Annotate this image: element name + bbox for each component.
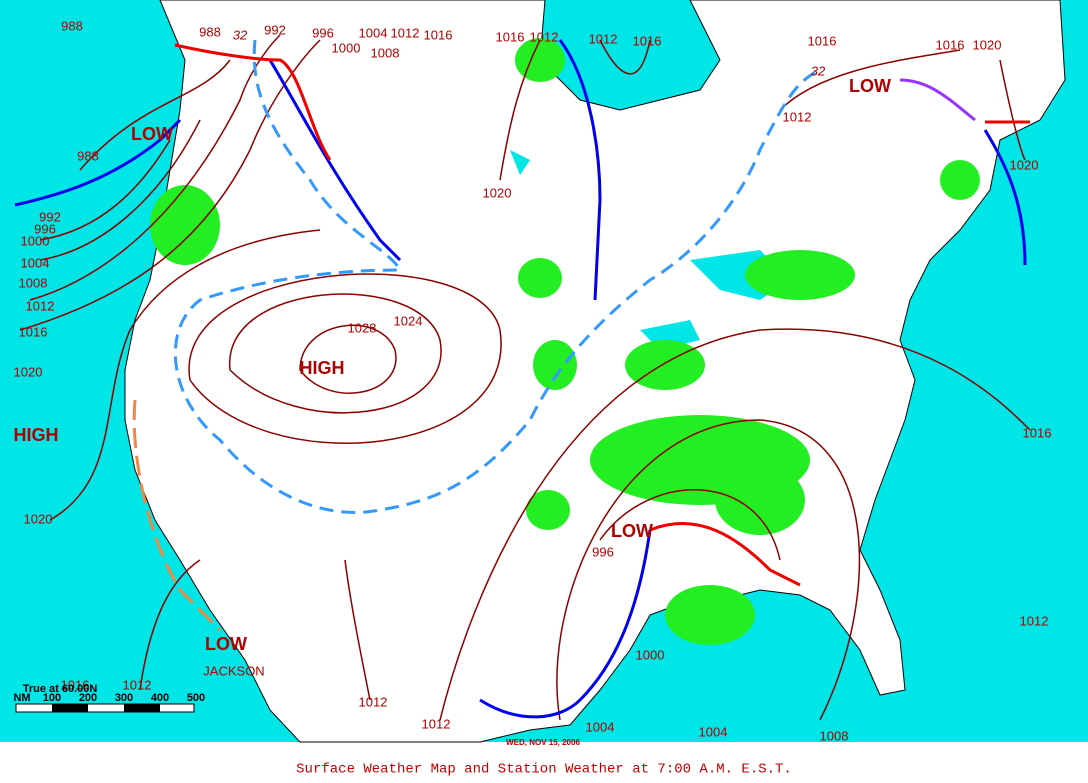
isobar-label: 1004 <box>699 724 728 739</box>
precip-areas <box>150 38 980 645</box>
scale-title: True at 60.00N <box>23 683 98 695</box>
isobar-label: 996 <box>592 544 614 559</box>
isobar-label: 996 <box>34 221 56 236</box>
pressure-center: HIGH <box>14 425 59 445</box>
isobar-label: 1004 <box>359 25 388 40</box>
scale-unit: NM <box>13 692 30 704</box>
isobar-label: 1020 <box>24 511 53 526</box>
isobar-label: 1016 <box>496 29 525 44</box>
isobar-label: 996 <box>312 25 334 40</box>
isobar-label: 1020 <box>14 364 43 379</box>
place-label: JACKSON <box>203 663 264 678</box>
isobar-label: 1004 <box>21 255 50 270</box>
scale-tick: 100 <box>43 692 61 704</box>
isobar-label: 1012 <box>783 109 812 124</box>
isobar-label: 1028 <box>348 320 377 335</box>
isobar-label: 1012 <box>391 25 420 40</box>
isobar-label: 1008 <box>371 45 400 60</box>
temperature-label: 32 <box>233 27 248 42</box>
map-date: WED, NOV 15, 2006 <box>506 738 580 747</box>
pressure-center: HIGH <box>300 358 345 378</box>
pressure-center: LOW <box>205 634 247 654</box>
isobar-label: 1012 <box>530 29 559 44</box>
pressure-center: LOW <box>849 76 891 96</box>
land <box>124 0 1066 743</box>
isobar-label: 992 <box>264 22 286 37</box>
isobar-label: 988 <box>61 18 83 33</box>
isobar-label: 988 <box>199 24 221 39</box>
fronts <box>14 39 1030 719</box>
isobar-label: 1020 <box>1010 157 1039 172</box>
isobar-label: 1004 <box>586 719 615 734</box>
map-title: Surface Weather Map and Station Weather … <box>296 762 792 778</box>
isobar-label: 1016 <box>936 37 965 52</box>
isobar-label: 1016 <box>19 324 48 339</box>
isobar-label: 1016 <box>633 33 662 48</box>
scale-tick: 300 <box>115 692 133 704</box>
freezing-line <box>173 39 821 514</box>
isobar-label: 1012 <box>422 716 451 731</box>
isobar-label: 1020 <box>483 185 512 200</box>
isobar-label: 1012 <box>359 694 388 709</box>
pressure-center: LOW <box>611 521 653 541</box>
isobar-label: 1000 <box>636 647 665 662</box>
isobar-label: 1008 <box>19 275 48 290</box>
isobar-label: 1012 <box>123 677 152 692</box>
isobar-label: 992 <box>39 209 61 224</box>
scale-bar <box>15 703 195 713</box>
isobar-label: 1012 <box>589 31 618 46</box>
pressure-center: LOW <box>131 124 173 144</box>
isobar-label: 988 <box>77 148 99 163</box>
temperature-label: 32 <box>811 63 826 78</box>
isobar-label: 1012 <box>26 298 55 313</box>
isobar-label: 1016 <box>61 677 90 692</box>
isobar-label: 1020 <box>973 37 1002 52</box>
isobar-label: 1016 <box>424 27 453 42</box>
scale-tick: 400 <box>151 692 169 704</box>
isobar-label: 1024 <box>394 313 423 328</box>
isobar-label: 1008 <box>820 728 849 743</box>
isobar-label: 1016 <box>808 33 837 48</box>
footer-bg <box>0 742 1088 783</box>
scale-tick: 500 <box>187 692 205 704</box>
isobar-label: 1016 <box>1023 425 1052 440</box>
isobar-label: 1000 <box>21 233 50 248</box>
isobar-label: 1012 <box>1020 613 1049 628</box>
scale-tick: 200 <box>79 692 97 704</box>
isobar-label: 1000 <box>332 40 361 55</box>
